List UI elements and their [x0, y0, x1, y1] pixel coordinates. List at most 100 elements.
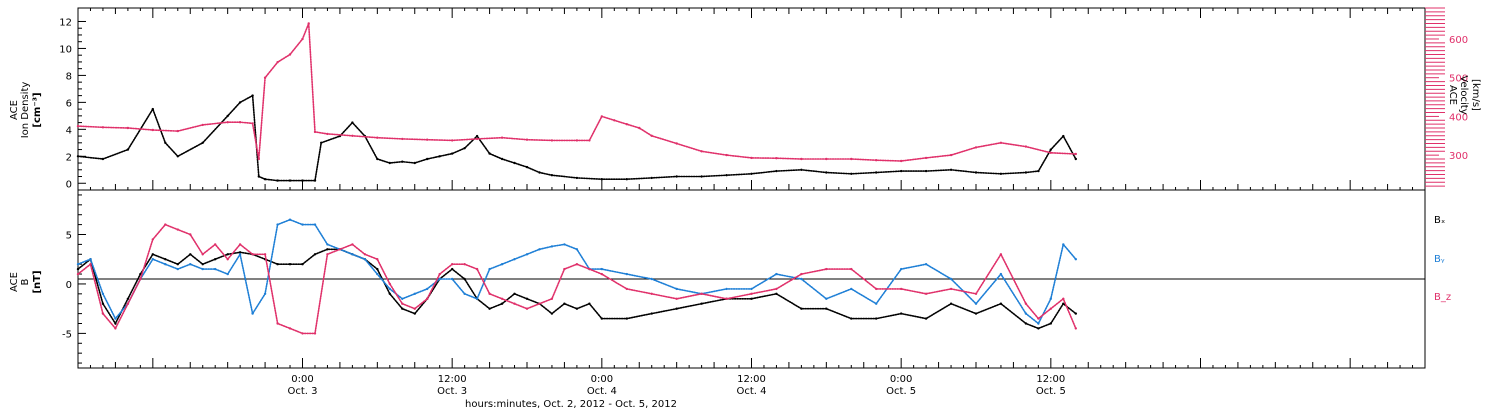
data-point — [1062, 302, 1065, 305]
data-point — [700, 302, 703, 305]
data-point — [500, 297, 504, 300]
data-point — [675, 175, 678, 178]
data-point — [488, 292, 491, 295]
data-point — [101, 302, 105, 305]
data-point — [164, 258, 167, 261]
data-point — [949, 153, 953, 157]
data-point — [1049, 297, 1053, 300]
data-point — [575, 139, 579, 142]
data-point — [189, 253, 192, 256]
data-point — [999, 253, 1003, 256]
data-point — [1074, 258, 1078, 261]
data-point — [999, 272, 1003, 276]
data-point — [974, 292, 978, 295]
data-point — [900, 287, 903, 291]
data-point — [438, 155, 441, 158]
data-point — [850, 267, 853, 271]
data-point — [301, 37, 304, 41]
data-point — [475, 134, 479, 138]
data-point — [949, 168, 953, 171]
data-point — [426, 287, 429, 291]
b-tick-label: 0 — [66, 280, 72, 291]
data-point — [513, 258, 516, 261]
data-point — [650, 134, 653, 137]
data-point — [900, 312, 903, 315]
data-point — [426, 157, 429, 161]
data-point — [974, 302, 978, 305]
data-point — [238, 253, 242, 256]
data-point — [1049, 322, 1053, 325]
velocity-axis-label-line2: Velocity — [1458, 75, 1469, 114]
data-point — [463, 147, 466, 150]
data-point — [151, 238, 154, 241]
data-point — [588, 302, 591, 305]
density-tick-label: 4 — [66, 125, 72, 136]
b-tick-label: 5 — [66, 231, 72, 242]
data-point — [201, 123, 204, 127]
data-point — [949, 287, 953, 291]
data-point — [625, 272, 628, 276]
data-point — [401, 302, 404, 305]
density-tick-label: 10 — [59, 44, 72, 55]
data-point — [488, 152, 491, 155]
data-point — [451, 152, 454, 155]
data-point — [238, 101, 242, 104]
data-point — [313, 179, 317, 182]
data-point — [326, 132, 329, 136]
data-point — [513, 302, 516, 305]
data-point — [451, 277, 454, 281]
data-point — [451, 139, 454, 142]
data-point — [875, 317, 878, 320]
data-point — [351, 253, 354, 256]
data-point — [675, 287, 678, 291]
data-point — [575, 176, 579, 180]
data-point — [775, 292, 778, 295]
data-point — [725, 153, 728, 157]
series-trace — [77, 94, 1077, 182]
series-velocity — [76, 22, 1078, 163]
x-tick-time-label: 0:00 — [291, 374, 313, 385]
data-point — [226, 121, 229, 124]
data-point — [800, 168, 803, 171]
density-tick-label: 12 — [59, 17, 72, 28]
data-point — [475, 297, 479, 300]
data-point — [999, 141, 1003, 144]
data-point — [588, 267, 591, 271]
data-point — [401, 137, 404, 141]
data-point — [900, 267, 903, 271]
x-tick-time-label: 0:00 — [591, 374, 613, 385]
data-point — [974, 312, 978, 315]
data-point — [451, 267, 454, 271]
legend-bz: B_z — [1434, 292, 1451, 303]
data-point — [376, 272, 379, 276]
x-axis-label: hours:minutes, Oct. 2, 2012 - Oct. 5, 20… — [465, 399, 677, 410]
data-point — [201, 267, 204, 271]
series-trace — [77, 218, 1077, 325]
series-ion-density — [76, 94, 1078, 182]
data-point — [351, 121, 354, 124]
data-point — [288, 327, 292, 330]
data-point — [251, 253, 254, 256]
x-tick-date-label: Oct. 5 — [886, 386, 916, 397]
data-point — [999, 302, 1003, 305]
density-axis-label-line3: [cm⁻³] — [32, 92, 43, 127]
data-point — [126, 297, 130, 300]
data-point — [1024, 302, 1028, 305]
data-point — [363, 258, 367, 261]
data-point — [600, 267, 603, 271]
data-point — [1024, 312, 1028, 315]
data-point — [488, 267, 491, 271]
data-point — [126, 302, 130, 305]
data-point — [500, 302, 504, 305]
data-point — [700, 150, 703, 153]
data-point — [376, 157, 379, 161]
data-point — [600, 272, 603, 276]
data-point — [700, 292, 703, 295]
data-point — [875, 159, 878, 162]
data-point — [650, 176, 653, 180]
data-point — [101, 157, 105, 161]
data-point — [151, 128, 154, 132]
data-point — [176, 129, 179, 133]
data-point — [201, 141, 204, 144]
data-point — [650, 277, 653, 281]
